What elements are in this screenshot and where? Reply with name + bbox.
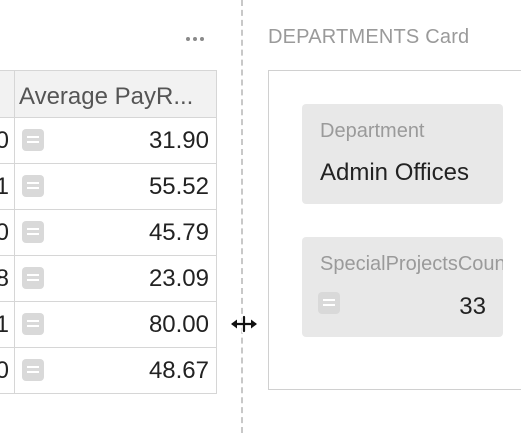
departments-card: Department Admin Offices SpecialProjects… [268,70,521,390]
field-label: Department [320,120,425,142]
card-title: DEPARTMENTS Card [268,26,470,48]
average-payrate-cell[interactable]: 45.79 [148,219,209,246]
number-field-icon [22,267,44,289]
previous-column-cell[interactable]: 1 [0,302,15,347]
average-payrate-cell[interactable]: 80.00 [148,311,209,338]
number-field-icon [22,175,44,197]
field-label: SpecialProjectsCount [320,253,503,275]
average-payrate-cell[interactable]: 55.52 [148,173,209,200]
previous-column-cell[interactable]: 0 [0,118,15,163]
table-row[interactable]: 8 23.09 [0,256,217,302]
average-payrate-cell[interactable]: 31.90 [148,127,209,154]
number-field-icon [22,221,44,243]
table-row[interactable]: 1 80.00 [0,302,217,348]
previous-column-cell[interactable]: 1 [0,164,15,209]
table-row[interactable]: 1 55.52 [0,164,217,210]
department-field[interactable]: Department Admin Offices [302,104,503,204]
previous-column-cell[interactable]: 0 [0,210,15,255]
column-header-average-payrate[interactable]: Average PayR... [19,83,194,110]
field-value[interactable]: 33 [459,293,486,320]
special-projects-count-field[interactable]: SpecialProjectsCount 33 [302,237,503,337]
pane-splitter[interactable] [241,0,243,433]
number-field-icon [318,292,340,314]
ellipsis-icon [186,37,190,41]
previous-column-cell[interactable]: 0 [0,348,15,393]
field-value[interactable]: Admin Offices [320,159,469,186]
table-row[interactable]: 0 48.67 [0,348,217,394]
average-payrate-cell[interactable]: 23.09 [148,265,209,292]
number-field-icon [22,129,44,151]
previous-column-cell[interactable]: 8 [0,256,15,301]
number-field-icon [22,313,44,335]
number-field-icon [22,359,44,381]
more-options-button[interactable] [180,30,210,48]
table-row[interactable]: 0 45.79 [0,210,217,256]
data-table: Average PayR... 0 31.90 1 55.52 0 45.79 … [0,70,217,394]
previous-column-header[interactable] [0,71,15,117]
average-payrate-cell[interactable]: 48.67 [148,357,209,384]
table-row[interactable]: 0 31.90 [0,118,217,164]
table-header[interactable]: Average PayR... [0,70,217,118]
move-cursor-icon [228,314,260,334]
